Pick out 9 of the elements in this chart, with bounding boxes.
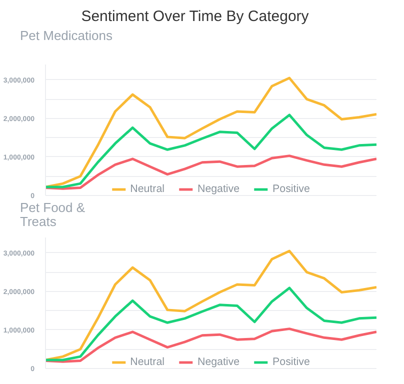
chart-subtitle: Pet Food & Treats [20, 200, 86, 229]
chart-subtitle: Pet Medications [20, 28, 114, 43]
legend-label: Positive [272, 356, 310, 368]
legend-label: Negative [197, 183, 240, 195]
legend-label: Negative [197, 356, 240, 368]
legend-label: Neutral [130, 356, 164, 368]
legend-label: Positive [272, 183, 310, 195]
chart-title: Sentiment Over Time By Category [80, 7, 310, 27]
legend-label: Neutral [130, 183, 164, 195]
